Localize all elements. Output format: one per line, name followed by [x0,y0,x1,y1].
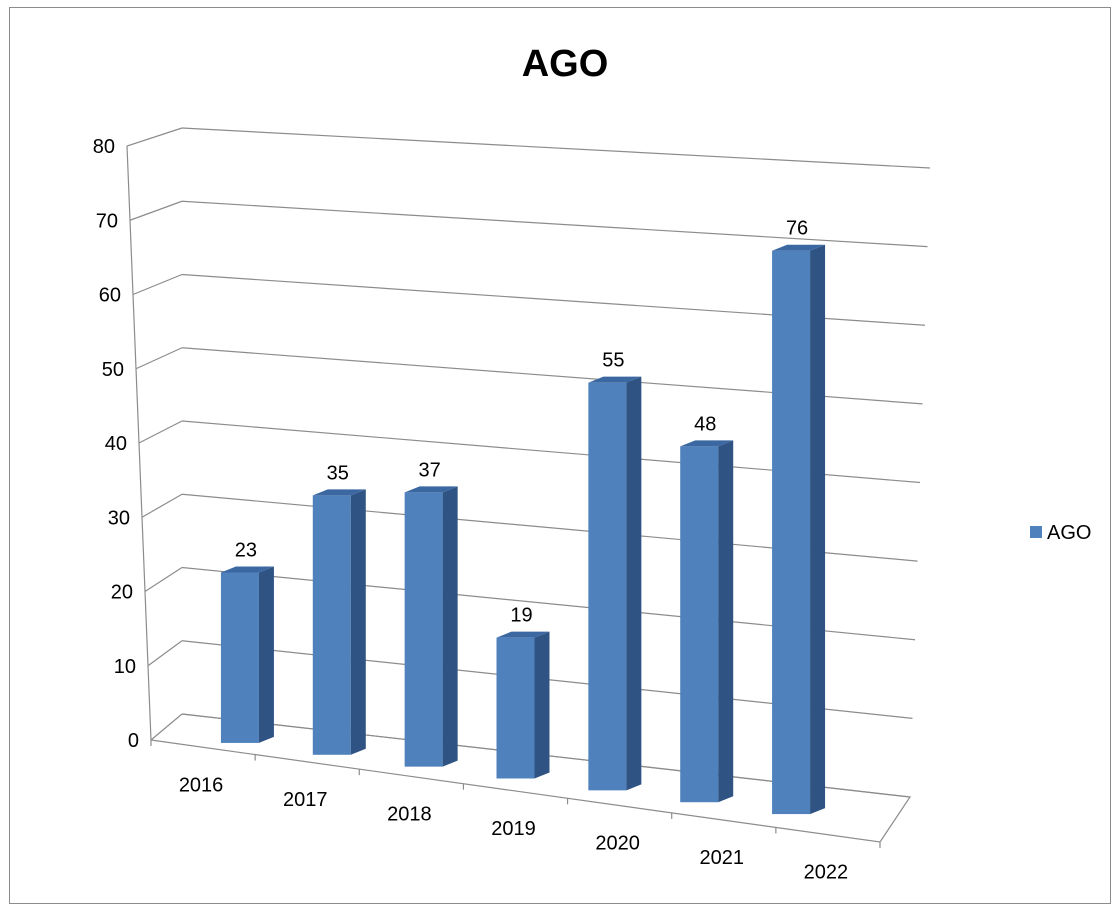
bar-front [220,572,259,743]
data-label: 35 [327,462,349,484]
grid-line [126,127,183,147]
bar-side [718,440,734,803]
y-tick-label: 70 [96,210,118,232]
bars [220,244,826,815]
grid-line [147,640,183,667]
bar-front [680,446,719,803]
bar-top [680,440,734,447]
bar-front [588,382,627,791]
grid-line [132,273,183,296]
data-label: 23 [235,539,257,561]
x-tick-label: 2018 [387,803,432,825]
bar-side [350,489,366,755]
x-tick-label: 2017 [283,789,328,811]
grid-line [150,713,183,741]
legend-swatch [1030,526,1042,538]
y-tick-label: 60 [99,285,121,307]
data-label: 48 [694,413,716,435]
bar-side [442,486,458,767]
x-tick-label: 2020 [595,833,640,855]
y-tick-label: 30 [108,507,130,529]
data-label: 37 [419,459,441,481]
data-label: 19 [510,605,532,627]
grid-line [138,420,183,444]
grid-line [141,493,183,518]
grid-line [135,347,183,370]
data-label: 55 [602,350,624,372]
bar-top [588,376,642,383]
legend: AGO [1030,522,1091,544]
bar-front [496,637,535,779]
x-tick-label: 2021 [700,847,745,869]
bar-top [496,631,550,638]
data-label: 76 [786,218,808,240]
y-tick-label: 20 [111,582,133,604]
y-tick-label: 10 [114,656,136,678]
y-tick-label: 0 [128,730,139,752]
bar-side [534,631,550,779]
bar-front [772,250,811,815]
bar-side [258,566,274,743]
chart-title: AGO [522,43,609,85]
grid-line [181,127,931,169]
bar-top [772,244,826,251]
y-tick-label: 40 [105,433,127,455]
x-tick-label: 2022 [804,862,849,884]
chart-frame [9,7,1111,904]
bar-front [312,495,351,755]
bar-top [312,489,366,496]
x-tick-label: 2016 [179,774,224,796]
grid-line [144,566,183,593]
grid-line [129,200,183,221]
y-axis-line [126,145,152,741]
bar-top [220,566,274,573]
legend-label: AGO [1047,522,1091,544]
data-labels: 23 35 37 19 55 48 76 [235,218,808,627]
grid-line [181,200,928,248]
y-tick-label: 50 [102,359,124,381]
y-tick-label: 80 [93,136,115,158]
bar-top [404,486,458,493]
bar-side [810,244,826,815]
x-tick-label: 2019 [491,818,536,840]
bar-side [626,376,642,791]
y-axis-ticks: 0 10 20 30 40 50 60 70 80 [93,136,139,752]
x-axis-ticks: 2016 2017 2018 2019 2020 2021 2022 [179,774,848,883]
bar-front [404,492,443,767]
